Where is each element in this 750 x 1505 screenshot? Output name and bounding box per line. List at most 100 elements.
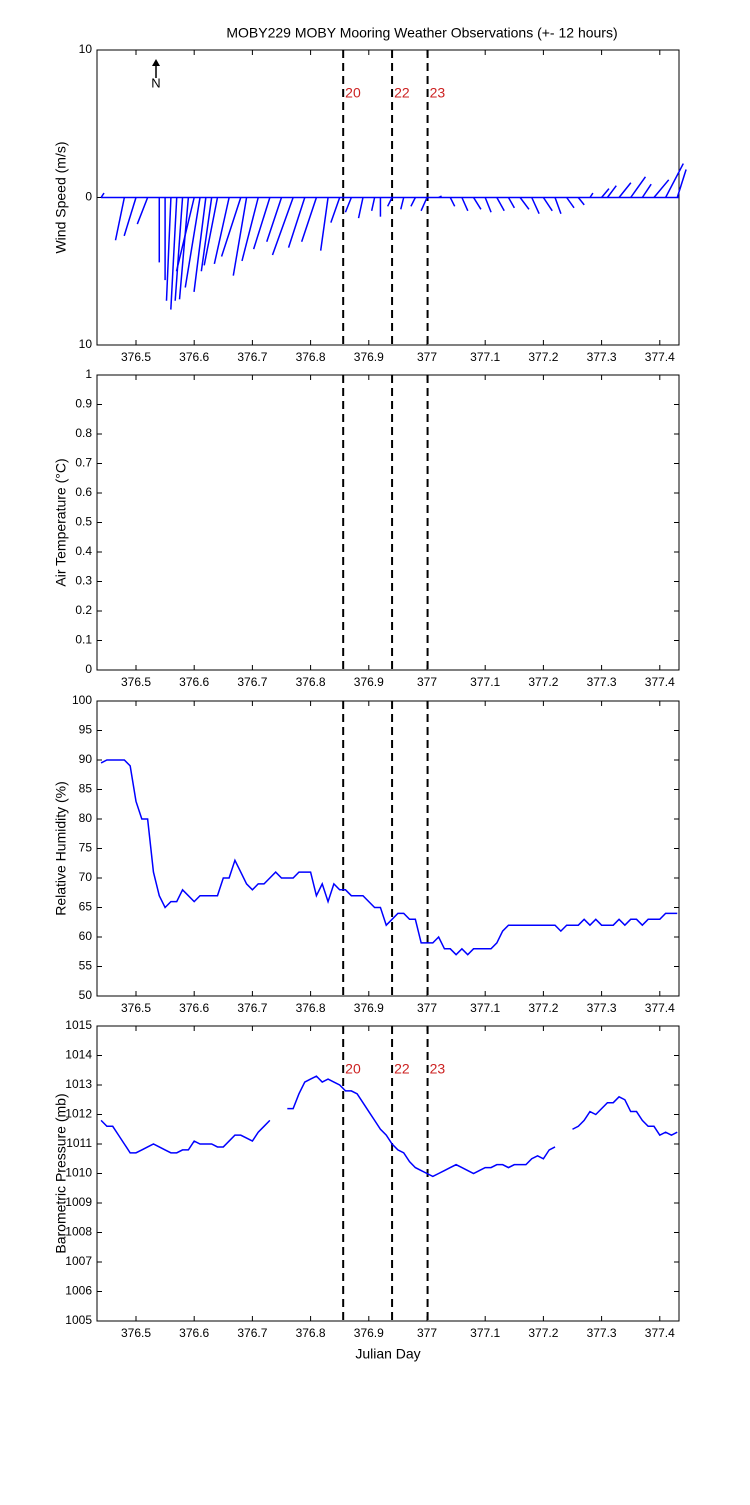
y-tick-label: 1006 — [65, 1284, 92, 1298]
wind-stick — [232, 197, 248, 276]
y-tick-label: 0.9 — [75, 397, 92, 411]
wind-stick — [386, 197, 393, 207]
x-tick-label: 376.7 — [237, 1326, 267, 1340]
y-tick-label: 0.5 — [75, 515, 92, 529]
x-tick-label: 377.2 — [528, 350, 558, 364]
wind-stick — [676, 169, 687, 198]
wind-stick — [220, 197, 242, 257]
x-tick-label: 376.7 — [237, 675, 267, 689]
x-tick-label: 377.3 — [587, 1326, 617, 1340]
x-tick-label: 376.8 — [296, 1001, 326, 1015]
y-tick-label: 1009 — [65, 1195, 92, 1209]
wind-stick — [100, 192, 105, 198]
y-axis-label: Relative Humidity (%) — [53, 781, 69, 916]
x-tick-label: 376.8 — [296, 1326, 326, 1340]
wind-stick — [554, 197, 562, 214]
wind-stick — [664, 163, 684, 198]
x-tick-label: 376.7 — [237, 1001, 267, 1015]
y-tick-label: 1010 — [65, 1166, 92, 1180]
y-tick-label: 0.7 — [75, 456, 92, 470]
y-tick-label: 85 — [79, 782, 93, 796]
x-tick-label: 376.8 — [296, 675, 326, 689]
wind-stick — [410, 197, 417, 207]
event-label: 20 — [345, 1061, 361, 1077]
wind-stick — [174, 197, 184, 301]
x-tick-label: 377.4 — [645, 350, 675, 364]
x-tick-label: 377 — [417, 1001, 437, 1015]
x-tick-label: 377.1 — [470, 350, 500, 364]
x-tick-label: 377.1 — [470, 675, 500, 689]
y-tick-label: 70 — [79, 870, 93, 884]
wind-stick — [449, 197, 456, 207]
x-tick-label: 376.8 — [296, 350, 326, 364]
wind-stick — [618, 182, 632, 198]
event-label: 22 — [394, 85, 410, 101]
y-tick-label: 100 — [72, 693, 92, 707]
wind-stick — [630, 176, 647, 198]
y-tick-label: 1008 — [65, 1225, 92, 1239]
y-tick-label: 0 — [85, 662, 92, 676]
y-tick-label: 90 — [79, 752, 93, 766]
y-tick-label: 55 — [79, 959, 93, 973]
plot-frame — [96, 700, 680, 997]
chart-title: MOBY229 MOBY Mooring Weather Observation… — [226, 25, 617, 41]
y-tick-label: 60 — [79, 929, 93, 943]
y-tick-label: 95 — [79, 723, 93, 737]
y-tick-label: 1014 — [65, 1048, 92, 1062]
wind-stick — [252, 197, 271, 250]
y-tick-label: 65 — [79, 900, 93, 914]
north-arrow-head — [152, 59, 160, 66]
y-tick-label: 1 — [85, 367, 92, 381]
y-tick-label: 80 — [79, 811, 93, 825]
wind-stick — [287, 197, 306, 248]
y-tick-label: 0.3 — [75, 574, 92, 588]
y-tick-label: 1015 — [65, 1018, 92, 1032]
y-tick-label: 0 — [85, 190, 92, 204]
x-tick-label: 377 — [417, 1326, 437, 1340]
wind-stick — [472, 197, 482, 210]
north-label: N — [151, 75, 160, 90]
wind-stick — [344, 197, 353, 213]
wind-stick — [542, 197, 553, 212]
wind-stick — [601, 188, 610, 198]
x-tick-label: 376.6 — [179, 1326, 209, 1340]
x-tick-label: 377.4 — [645, 1326, 675, 1340]
y-tick-label: 0.4 — [75, 544, 92, 558]
x-tick-label: 377.2 — [528, 1326, 558, 1340]
data-line — [100, 1075, 678, 1178]
wind-stick — [577, 197, 585, 206]
wind-stick — [653, 179, 670, 198]
wind-stick — [184, 197, 201, 288]
x-tick-label: 377.3 — [587, 1001, 617, 1015]
wind-stick — [531, 197, 540, 215]
wind-stick — [266, 197, 283, 242]
event-label: 23 — [430, 1061, 446, 1077]
x-tick-label: 377 — [417, 675, 437, 689]
y-tick-label: 1011 — [66, 1136, 92, 1150]
y-tick-label: 0.6 — [75, 485, 92, 499]
x-tick-label: 376.5 — [121, 350, 151, 364]
x-tick-label: 376.5 — [121, 1001, 151, 1015]
x-tick-label: 377.1 — [470, 1326, 500, 1340]
x-tick-label: 377.4 — [645, 675, 675, 689]
wind-stick — [203, 197, 219, 266]
x-tick-label: 376.5 — [121, 1326, 151, 1340]
wind-stick — [170, 197, 178, 310]
wind-stick — [200, 197, 213, 272]
y-tick-label: 10 — [79, 337, 93, 351]
event-label: 23 — [430, 85, 446, 101]
wind-stick — [496, 197, 505, 212]
wind-stick — [165, 197, 172, 301]
wind-stick — [136, 197, 149, 225]
y-tick-label: 0.8 — [75, 426, 92, 440]
wind-stick — [193, 197, 207, 292]
wind-stick — [484, 197, 492, 213]
x-tick-label: 376.9 — [354, 350, 384, 364]
y-tick-label: 10 — [79, 42, 93, 56]
wind-stick — [330, 197, 341, 223]
x-tick-label: 377.2 — [528, 1001, 558, 1015]
plot-frame — [96, 374, 680, 671]
x-axis-label: Julian Day — [355, 1346, 420, 1362]
y-tick-label: 50 — [79, 988, 93, 1002]
x-tick-label: 377.4 — [645, 1001, 675, 1015]
